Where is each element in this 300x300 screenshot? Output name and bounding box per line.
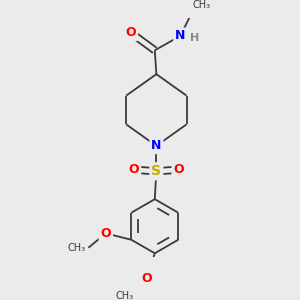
Text: CH₃: CH₃ xyxy=(115,291,133,300)
Text: S: S xyxy=(152,164,161,178)
Text: O: O xyxy=(142,272,152,285)
Text: CH₃: CH₃ xyxy=(68,243,86,253)
Text: N: N xyxy=(151,139,162,152)
Text: O: O xyxy=(173,163,184,176)
Text: O: O xyxy=(100,227,111,240)
Text: O: O xyxy=(126,26,136,39)
Text: H: H xyxy=(190,33,199,43)
Text: CH₃: CH₃ xyxy=(193,0,211,10)
Text: N: N xyxy=(175,29,185,43)
Text: O: O xyxy=(129,163,140,176)
